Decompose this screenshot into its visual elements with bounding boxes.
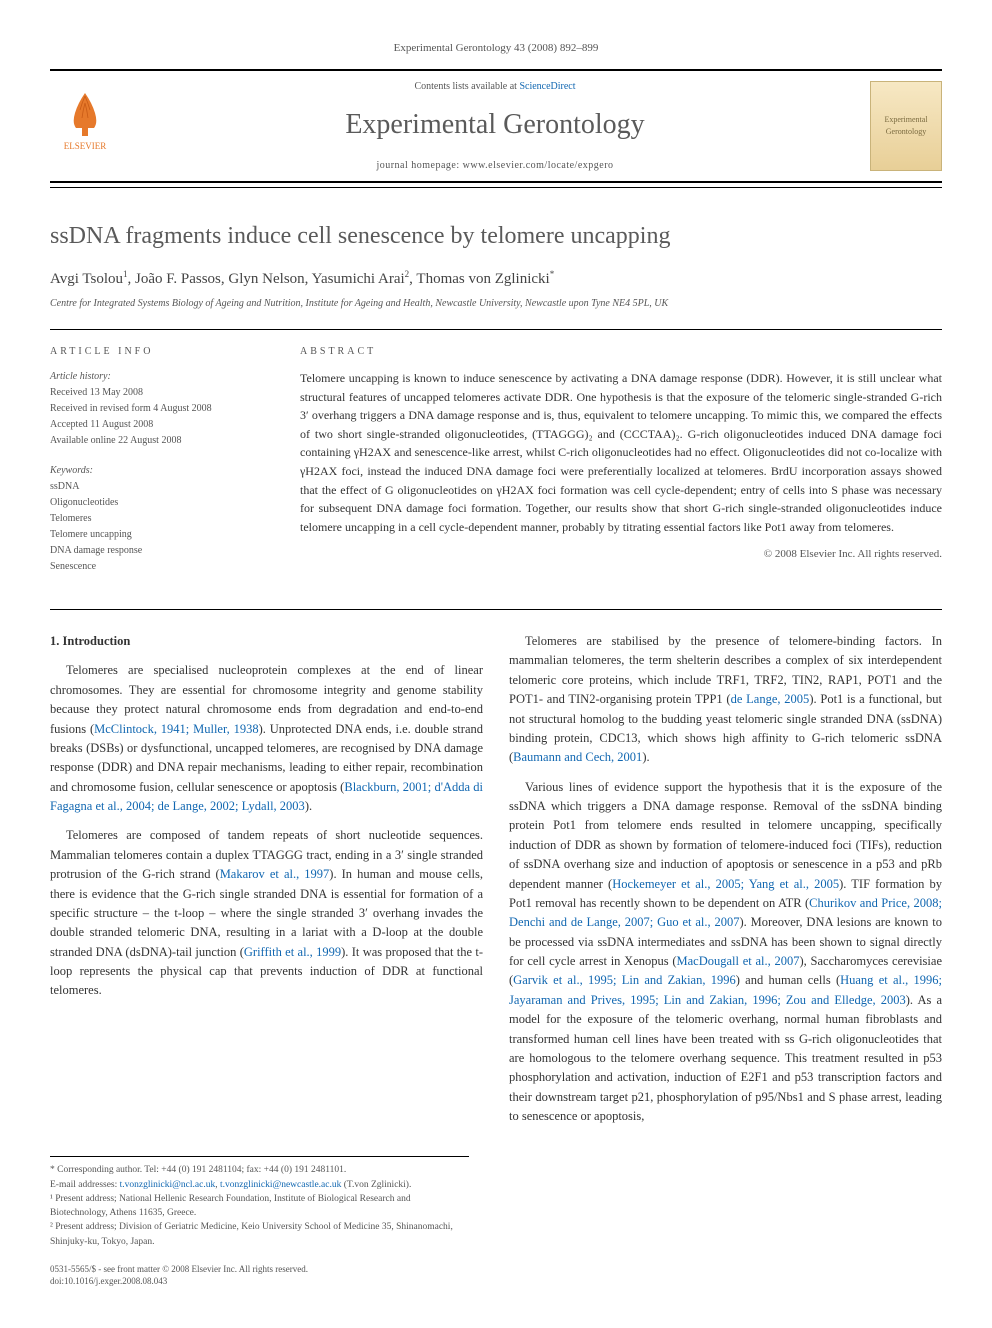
p4-ref1[interactable]: Hockemeyer et al., 2005; Yang et al., 20… <box>612 877 839 891</box>
history-title: Article history: <box>50 369 270 385</box>
p4-ref3[interactable]: MacDougall et al., 2007 <box>677 954 800 968</box>
kw-3: Telomere uncapping <box>50 527 270 543</box>
fn-note1: ¹ Present address; National Hellenic Res… <box>50 1192 469 1221</box>
fn-email-line: E-mail addresses: t.vonzglinicki@ncl.ac.… <box>50 1178 469 1192</box>
contents-prefix: Contents lists available at <box>414 81 519 92</box>
p3-ref1[interactable]: de Lange, 2005 <box>731 692 810 706</box>
author-0: Avgi Tsolou <box>50 271 123 287</box>
meta-rule-top <box>50 329 942 330</box>
header-banner: ELSEVIER Contents lists available at Sci… <box>50 69 942 183</box>
body-col-right: Telomeres are stabilised by the presence… <box>509 632 942 1136</box>
contents-line: Contents lists available at ScienceDirec… <box>120 79 870 94</box>
author-2: Glyn Nelson <box>228 271 304 287</box>
keywords-block: Keywords: ssDNA Oligonucleotides Telomer… <box>50 463 270 575</box>
p3-ref2[interactable]: Baumann and Cech, 2001 <box>513 750 642 764</box>
para-4: Various lines of evidence support the hy… <box>509 778 942 1127</box>
history-0: Received 13 May 2008 <box>50 385 270 401</box>
bottom-meta: 0531-5565/$ - see front matter © 2008 El… <box>50 1263 942 1288</box>
author-3: Yasumichi Arai <box>312 271 405 287</box>
elsevier-tree-icon <box>60 88 110 138</box>
meta-rule-bottom <box>50 609 942 610</box>
p4-e: ) and human cells ( <box>736 973 840 987</box>
header-citation: Experimental Gerontology 43 (2008) 892–8… <box>50 40 942 57</box>
author-4: Thomas von Zglinicki <box>416 271 549 287</box>
para-2: Telomeres are composed of tandem repeats… <box>50 826 483 1000</box>
history-3: Available online 22 August 2008 <box>50 433 270 449</box>
abstract-copyright: © 2008 Elsevier Inc. All rights reserved… <box>300 546 942 563</box>
p4-ref4[interactable]: Garvik et al., 1995; Lin and Zakian, 199… <box>513 973 736 987</box>
elsevier-text: ELSEVIER <box>64 140 107 154</box>
article-info-label: ARTICLE INFO <box>50 344 270 359</box>
section-1-head: 1. Introduction <box>50 632 483 651</box>
author-0-sup: 1 <box>123 269 128 279</box>
p3-c: ). <box>642 750 649 764</box>
kw-0: ssDNA <box>50 479 270 495</box>
journal-title: Experimental Gerontology <box>120 104 870 146</box>
author-4-sup: * <box>550 269 555 279</box>
kw-5: Senescence <box>50 559 270 575</box>
kw-2: Telomeres <box>50 511 270 527</box>
fn-corr: * Corresponding author. Tel: +44 (0) 191… <box>50 1163 469 1177</box>
article-title: ssDNA fragments induce cell senescence b… <box>50 218 942 254</box>
authors-line: Avgi Tsolou1, João F. Passos, Glyn Nelso… <box>50 268 942 291</box>
author-1: João F. Passos <box>135 271 221 287</box>
abstract-text: Telomere uncapping is known to induce se… <box>300 369 942 536</box>
article-history: Article history: Received 13 May 2008 Re… <box>50 369 270 449</box>
journal-cover-text: Experimental Gerontology <box>875 114 937 138</box>
fn-note2: ² Present address; Division of Geriatric… <box>50 1220 469 1249</box>
para-1: Telomeres are specialised nucleoprotein … <box>50 661 483 816</box>
header-rule <box>50 187 942 188</box>
keywords-title: Keywords: <box>50 463 270 479</box>
elsevier-logo: ELSEVIER <box>50 88 120 163</box>
footnotes: * Corresponding author. Tel: +44 (0) 191… <box>50 1156 469 1249</box>
bottom-line1: 0531-5565/$ - see front matter © 2008 El… <box>50 1263 942 1276</box>
journal-cover-thumb: Experimental Gerontology <box>870 81 942 171</box>
p1-c: ). <box>305 799 312 813</box>
kw-1: Oligonucleotides <box>50 495 270 511</box>
fn-email-label: E-mail addresses: <box>50 1180 120 1190</box>
fn-email2[interactable]: t.vonzglinicki@newcastle.ac.uk <box>220 1180 341 1190</box>
kw-4: DNA damage response <box>50 543 270 559</box>
history-1: Received in revised form 4 August 2008 <box>50 401 270 417</box>
p4-a: Various lines of evidence support the hy… <box>509 780 942 891</box>
p2-ref1[interactable]: Makarov et al., 1997 <box>220 867 330 881</box>
body-col-left: 1. Introduction Telomeres are specialise… <box>50 632 483 1136</box>
p2-ref2[interactable]: Griffith et al., 1999 <box>244 945 341 959</box>
journal-homepage: journal homepage: www.elsevier.com/locat… <box>120 158 870 173</box>
affiliation: Centre for Integrated Systems Biology of… <box>50 296 942 311</box>
p4-f: ). As a model for the exposure of the te… <box>509 993 942 1123</box>
author-3-sup: 2 <box>405 269 410 279</box>
fn-email-suffix: (T.von Zglinicki). <box>341 1180 411 1190</box>
bottom-line2: doi:10.1016/j.exger.2008.08.043 <box>50 1275 942 1288</box>
fn-email1[interactable]: t.vonzglinicki@ncl.ac.uk <box>120 1180 216 1190</box>
history-2: Accepted 11 August 2008 <box>50 417 270 433</box>
abstract-label: ABSTRACT <box>300 344 942 359</box>
sciencedirect-link[interactable]: ScienceDirect <box>519 81 575 92</box>
p1-ref1[interactable]: McClintock, 1941; Muller, 1938 <box>94 722 258 736</box>
para-3: Telomeres are stabilised by the presence… <box>509 632 942 768</box>
